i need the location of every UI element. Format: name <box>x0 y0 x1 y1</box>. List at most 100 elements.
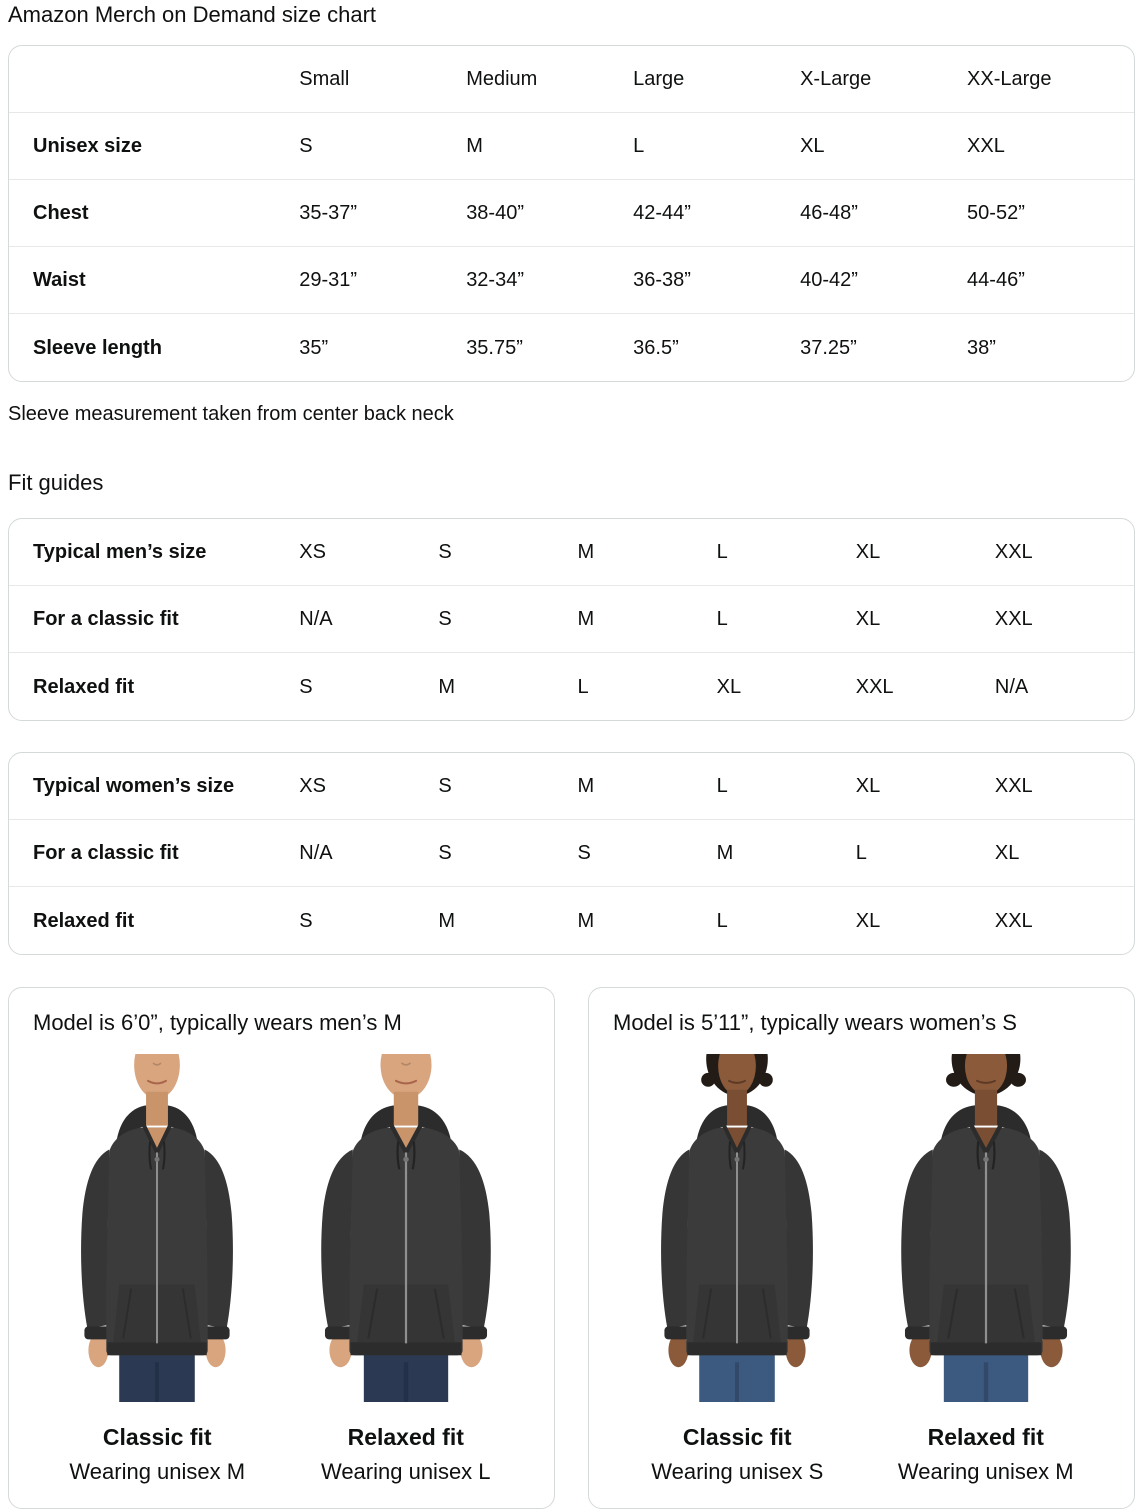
cell-value: XXL <box>994 541 1033 563</box>
cell-value: 35” <box>299 336 329 359</box>
row-label: Relaxed fit <box>33 675 135 698</box>
table-row-waist: Waist 29-31” 32-34” 36-38” 40-42” 44-46” <box>9 247 1134 314</box>
row-label: Typical men’s size <box>33 541 207 563</box>
table-row-unisex-size: Unisex size S M L XL XXL <box>9 113 1134 180</box>
cell-value: M <box>577 909 595 932</box>
cell-value: 29-31” <box>299 269 358 291</box>
row-label: Waist <box>33 269 86 291</box>
size-table-header: Large <box>633 68 685 90</box>
row-label: Chest <box>33 202 89 224</box>
cell-value: L <box>633 135 645 157</box>
table-row-typical-womens-size: Typical women’s size XS S M L XL XXL <box>9 753 1134 820</box>
cell-value: L <box>577 675 589 698</box>
cell-value: N/A <box>994 675 1029 698</box>
cell-value: XXL <box>967 135 1005 157</box>
cell-value: S <box>438 541 452 563</box>
cell-value: XL <box>855 541 881 563</box>
fit-label: Classic fit <box>102 1424 212 1450</box>
table-row-typical-mens-size: Typical men’s size XS S M L XL XXL <box>9 519 1134 586</box>
row-label: Sleeve length <box>33 336 162 359</box>
cell-value: XL <box>855 608 881 630</box>
fit-label: Relaxed fit <box>927 1424 1044 1450</box>
figure-column: Classic fit Wearing unisex M <box>33 1054 282 1485</box>
cell-value: 42-44” <box>633 202 691 224</box>
model-photo-womens-classic-fit <box>660 1054 815 1402</box>
model-photo-mens-classic-fit <box>80 1054 235 1402</box>
cell-value: XL <box>855 909 881 932</box>
table-row-sleeve-length: Sleeve length 35” 35.75” 36.5” 37.25” 38… <box>9 314 1134 381</box>
cell-value: S <box>577 842 591 864</box>
wearing-label: Wearing unisex S <box>651 1459 824 1484</box>
cell-value: L <box>716 909 728 932</box>
cell-value: S <box>438 608 452 630</box>
size-table-header: XX-Large <box>967 68 1052 90</box>
fit-label: Classic fit <box>682 1424 792 1450</box>
cell-value: XL <box>994 842 1020 864</box>
size-table-header: Small <box>299 68 350 90</box>
cell-value: 36-38” <box>633 269 691 291</box>
sleeve-measurement-note: Sleeve measurement taken from center bac… <box>8 403 454 425</box>
cell-value: 38” <box>967 336 996 359</box>
table-row-mens-relaxed-fit: Relaxed fit S M L XL XXL N/A <box>9 653 1134 720</box>
size-table-header: X-Large <box>800 68 872 90</box>
model-photo-mens-relaxed-fit <box>319 1054 492 1402</box>
fit-guides-heading: Fit guides <box>8 470 104 495</box>
cell-value: XXL <box>855 675 894 698</box>
mens-figures: Classic fit Wearing unisex M Relaxed fit… <box>33 1054 530 1485</box>
cell-value: XS <box>299 541 326 563</box>
page-title: Amazon Merch on Demand size chart <box>8 2 377 27</box>
womens-fit-table: Typical women’s size XS S M L XL XXL For… <box>8 752 1135 955</box>
cell-value: L <box>716 541 728 563</box>
row-label: For a classic fit <box>33 842 179 864</box>
row-label: For a classic fit <box>33 608 179 630</box>
model-photo-womens-relaxed-fit <box>899 1054 1072 1402</box>
table-row-womens-relaxed-fit: Relaxed fit S M M L XL XXL <box>9 887 1134 954</box>
cell-value: XS <box>299 775 326 797</box>
cell-value: XXL <box>994 775 1033 797</box>
cell-value: S <box>299 909 313 932</box>
card-title: Model is 6’0”, typically wears men’s M <box>33 1010 402 1035</box>
cell-value: M <box>577 541 595 563</box>
table-row-womens-classic-fit: For a classic fit N/A S S M L XL <box>9 820 1134 887</box>
cell-value: S <box>299 135 313 157</box>
cell-value: M <box>577 608 595 630</box>
mens-fit-table: Typical men’s size XS S M L XL XXL For a… <box>8 518 1135 721</box>
size-table-header: Medium <box>466 68 538 90</box>
cell-value: L <box>716 608 728 630</box>
cell-value: L <box>855 842 867 864</box>
cell-value: S <box>299 675 313 698</box>
table-row-mens-classic-fit: For a classic fit N/A S M L XL XXL <box>9 586 1134 653</box>
cell-value: 46-48” <box>800 202 858 224</box>
cell-value: M <box>438 909 456 932</box>
cell-value: M <box>438 675 456 698</box>
womens-model-card: Model is 5’11”, typically wears women’s … <box>588 987 1135 1509</box>
cell-value: XXL <box>994 608 1033 630</box>
cell-value: 35-37” <box>299 202 358 224</box>
cell-value: 36.5” <box>633 336 679 359</box>
cell-value: XL <box>855 775 881 797</box>
figure-column: Classic fit Wearing unisex S <box>613 1054 862 1485</box>
cell-value: M <box>577 775 595 797</box>
wearing-label: Wearing unisex M <box>69 1459 246 1484</box>
table-row-chest: Chest 35-37” 38-40” 42-44” 46-48” 50-52” <box>9 180 1134 247</box>
size-table: Small Medium Large X-Large XX-Large Unis… <box>8 45 1135 382</box>
cell-value: XL <box>800 135 825 157</box>
figure-column: Relaxed fit Wearing unisex L <box>282 1054 531 1485</box>
cell-value: S <box>438 775 452 797</box>
mens-model-card: Model is 6’0”, typically wears men’s M C… <box>8 987 555 1509</box>
wearing-label: Wearing unisex M <box>897 1459 1074 1484</box>
cell-value: M <box>466 135 483 157</box>
card-title: Model is 5’11”, typically wears women’s … <box>613 1010 1017 1035</box>
cell-value: 37.25” <box>800 336 857 359</box>
cell-value: 50-52” <box>967 202 1025 224</box>
model-cards: Model is 6’0”, typically wears men’s M C… <box>8 987 1135 1512</box>
cell-value: 40-42” <box>800 269 858 291</box>
cell-value: 44-46” <box>967 269 1025 291</box>
cell-value: S <box>438 842 452 864</box>
cell-value: 35.75” <box>466 336 523 359</box>
cell-value: 32-34” <box>466 269 524 291</box>
cell-value: N/A <box>299 842 333 864</box>
fit-label: Relaxed fit <box>347 1424 464 1450</box>
row-label: Typical women’s size <box>33 775 235 797</box>
